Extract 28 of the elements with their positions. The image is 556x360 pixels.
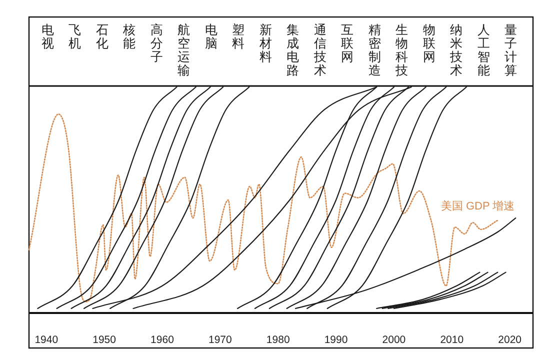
x-tick-label: 2010 — [440, 334, 464, 346]
series-label: 美国 GDP 增速 — [440, 199, 515, 212]
x-tick-label: 2000 — [382, 334, 406, 346]
x-tick-label: 1960 — [150, 334, 174, 346]
x-tick-label: 1970 — [208, 334, 232, 346]
text: 物联网 — [422, 23, 436, 64]
text: 精密制造 — [368, 23, 382, 78]
text: 飞机 — [68, 23, 82, 50]
text: 通信技术 — [312, 23, 327, 78]
text: 互联网 — [341, 23, 354, 64]
x-tick-label: 1940 — [34, 334, 58, 346]
text: 电视 — [42, 23, 54, 50]
text: 核能 — [122, 23, 136, 50]
text: 生物科技 — [394, 23, 409, 78]
x-tick-label: 2020 — [498, 334, 522, 346]
text: 高分子 — [150, 22, 164, 64]
x-tick-label: 1950 — [92, 334, 116, 346]
text: 电脑 — [204, 23, 218, 50]
text: 人工智能 — [477, 23, 490, 78]
text: 塑料 — [232, 22, 246, 50]
text: 纳米技术 — [449, 23, 464, 78]
text: 航空运输 — [178, 23, 191, 78]
x-tick-label: 1990 — [324, 334, 348, 346]
text: 新材料 — [258, 23, 272, 64]
text: 集成电路 — [286, 23, 300, 78]
text: 石化 — [96, 23, 109, 50]
x-tick-label: 1980 — [266, 334, 290, 346]
text: 量子计算 — [504, 23, 518, 78]
